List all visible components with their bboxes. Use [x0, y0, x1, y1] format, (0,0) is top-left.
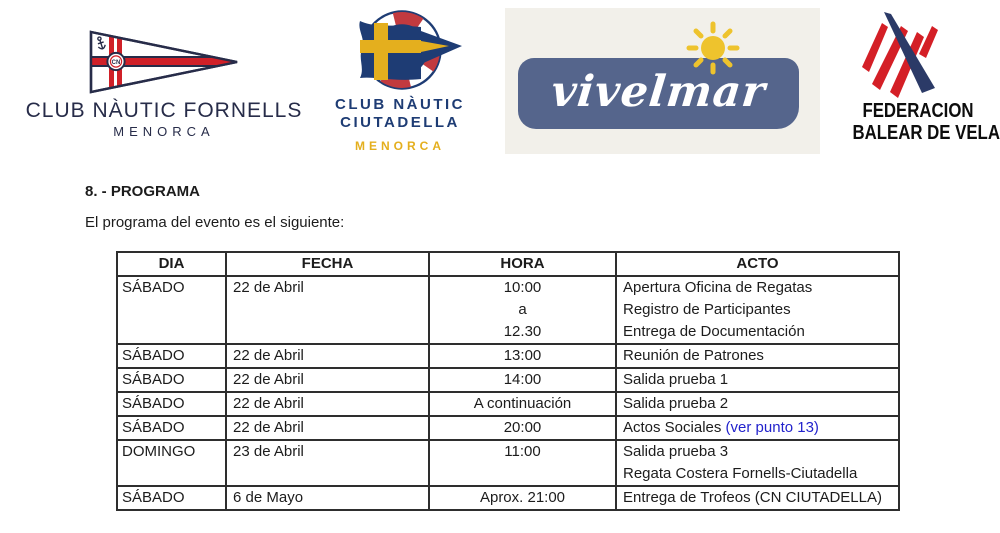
cell-hora: 14:00 — [428, 367, 617, 393]
vivelmar-wordmark: vivelmar — [548, 67, 769, 117]
cell-hora: 13:00 — [428, 343, 617, 369]
fornells-club-name: CLUB NÀUTIC FORNELLS — [25, 99, 303, 122]
cell-dia: SÁBADO — [116, 343, 227, 369]
table-row: DOMINGO 23 de Abril 11:00 Salida prueba 3 Re… — [116, 439, 900, 487]
table-row: SÁBADO 22 de Abril 20:00 Actos Sociales (ve… — [116, 415, 900, 441]
cell-hora: Aprox. 21:00 — [428, 485, 617, 511]
logo-club-nautic-ciutadella: CLUB NÀUTIC CIUTADELLA MENORCA — [320, 4, 480, 153]
program-table: DIA FECHA HORA ACTO SÁBADO 22 de Abril 10:00 a… — [116, 251, 900, 511]
cell-acto: Salida prueba 2 — [615, 391, 900, 417]
acto-text: Reunión de Patrones — [623, 347, 764, 364]
table-row: SÁBADO 22 de Abril 13:00 Reunión de Patrone… — [116, 343, 900, 369]
anchor-icon — [97, 36, 106, 50]
section-heading: 8. - PROGRAMA — [85, 183, 201, 200]
column-header: HORA — [428, 251, 617, 277]
cell-acto: Salida prueba 3 Regata Costera Fornells-C… — [615, 439, 900, 487]
table-header-row: DIA FECHA HORA ACTO — [116, 251, 900, 277]
federacion-name-line2: BALEAR DE VELA — [852, 122, 1000, 144]
ciutadella-place-label: MENORCA — [355, 139, 445, 153]
table-row: SÁBADO 22 de Abril 10:00 a 12.30 Apertura Ofi… — [116, 275, 900, 345]
column-header: DIA — [116, 251, 227, 277]
cell-dia: SÁBADO — [116, 367, 227, 393]
table-body: SÁBADO 22 de Abril 10:00 a 12.30 Apertura Ofi… — [116, 275, 900, 511]
acto-text: Salida prueba 2 — [623, 395, 729, 412]
table-row: SÁBADO 22 de Abril A continuación Salida pr… — [116, 391, 900, 417]
cell-hora: A continuación — [428, 391, 617, 417]
logo-federacion-balear-de-vela: FEDERACION BALEAR DE VELA — [840, 6, 1000, 144]
ciutadella-club-name-line2: CIUTADELLA — [340, 114, 460, 131]
cell-acto: Apertura Oficina de Regatas Registro de P… — [615, 275, 900, 345]
acto-text: Registro de Participantes — [623, 301, 791, 318]
cell-fecha: 23 de Abril — [225, 439, 430, 487]
cell-dia: SÁBADO — [116, 391, 227, 417]
fornells-pennant-icon: CN — [89, 30, 238, 94]
column-header: FECHA — [225, 251, 430, 277]
logo-vivelmar: vivelmar — [505, 8, 820, 154]
acto-link[interactable]: (ver punto 13) — [725, 419, 819, 436]
cell-hora: 10:00 a 12.30 — [428, 275, 617, 345]
sail-strokes-icon — [862, 12, 938, 98]
cell-fecha: 22 de Abril — [225, 343, 430, 369]
table-row: SÁBADO 22 de Abril 14:00 Salida prueba 1 — [116, 367, 900, 393]
sun-icon — [686, 21, 740, 75]
cell-dia: SÁBADO — [116, 485, 227, 511]
acto-text: Entrega de Documentación — [623, 323, 805, 340]
vivelmar-panel: vivelmar — [518, 58, 799, 129]
cell-fecha: 6 de Mayo — [225, 485, 430, 511]
cell-acto: Reunión de Patrones — [615, 343, 900, 369]
section-intro: El programa del evento es el siguiente: — [85, 214, 345, 231]
swedish-flag — [359, 21, 462, 80]
cell-dia: SÁBADO — [116, 415, 227, 441]
cell-hora: 11:00 — [428, 439, 617, 487]
cell-acto: Actos Sociales (ver punto 13) — [615, 415, 900, 441]
cell-acto: Salida prueba 1 — [615, 367, 900, 393]
cell-dia: DOMINGO — [116, 439, 227, 487]
ciutadella-club-name-line1: CLUB NÀUTIC — [335, 96, 465, 113]
table-row: SÁBADO 6 de Mayo Aprox. 21:00 Entrega de Tr… — [116, 485, 900, 511]
cell-acto: Entrega de Trofeos (CN CIUTADELLA) — [615, 485, 900, 511]
column-header: ACTO — [615, 251, 900, 277]
acto-text: Actos Sociales — [623, 419, 726, 436]
acto-text: Apertura Oficina de Regatas — [623, 279, 813, 296]
cell-hora: 20:00 — [428, 415, 617, 441]
acto-text: Salida prueba 3 — [623, 443, 729, 460]
fornells-place-label: MENORCA — [113, 124, 215, 139]
acto-text: Salida prueba 1 — [623, 371, 729, 388]
federacion-name-line1: FEDERACION — [862, 100, 974, 122]
acto-text: Regata Costera Fornells-Ciutadella — [623, 465, 858, 482]
lifebuoy-flag-icon — [359, 10, 462, 90]
program-table-container: DIA FECHA HORA ACTO SÁBADO 22 de Abril 10:00 a… — [116, 251, 900, 511]
cell-dia: SÁBADO — [116, 275, 227, 345]
acto-text: Entrega de Trofeos (CN CIUTADELLA) — [623, 489, 882, 506]
cell-fecha: 22 de Abril — [225, 415, 430, 441]
svg-text:CN: CN — [112, 60, 121, 66]
cell-fecha: 22 de Abril — [225, 367, 430, 393]
logo-club-nautic-fornells: CN CLUB NÀUTIC FORNELLS MENORCA — [18, 12, 310, 139]
cell-fecha: 22 de Abril — [225, 275, 430, 345]
cell-fecha: 22 de Abril — [225, 391, 430, 417]
